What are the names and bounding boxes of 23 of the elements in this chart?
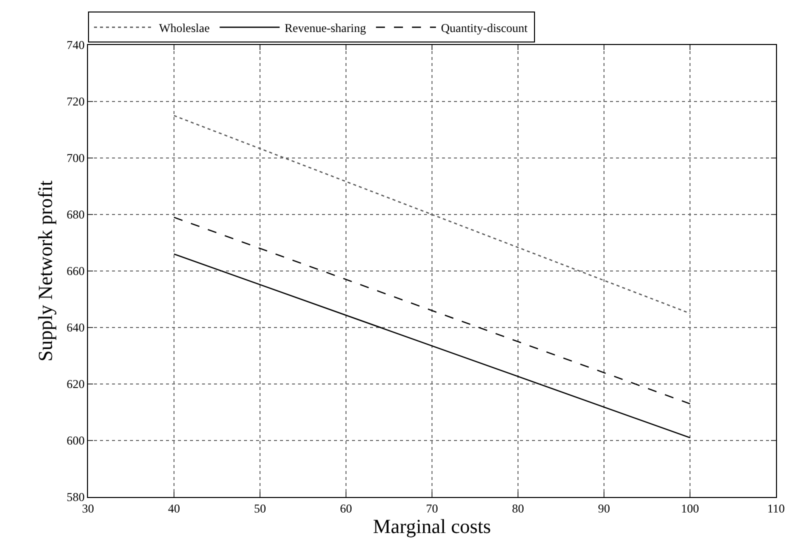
- x-axis-title: Marginal costs: [373, 516, 492, 538]
- x-tick-label: 100: [681, 501, 699, 516]
- legend-label: Wholeslae: [159, 20, 210, 35]
- legend-label: Revenue-sharing: [284, 20, 366, 35]
- y-tick-label: 620: [66, 377, 85, 392]
- y-tick-label: 580: [66, 490, 85, 504]
- x-tick-label: 40: [168, 501, 180, 516]
- y-tick-label: 740: [66, 38, 85, 52]
- x-tick-label: 90: [598, 501, 610, 516]
- y-tick-label: 600: [66, 434, 85, 448]
- y-tick-label: 660: [66, 264, 85, 278]
- x-tick-label: 110: [767, 501, 785, 516]
- x-tick-label: 70: [426, 501, 438, 516]
- y-tick-label: 700: [66, 151, 85, 166]
- y-tick-label: 680: [66, 208, 85, 222]
- legend-label: Quantity-discount: [440, 20, 528, 35]
- x-tick-label: 30: [82, 501, 94, 516]
- y-tick-label: 640: [66, 320, 85, 335]
- x-tick-label: 50: [254, 501, 266, 516]
- x-tick-label: 80: [512, 501, 524, 516]
- x-tick-label: 60: [340, 501, 352, 516]
- y-tick-label: 720: [66, 94, 85, 109]
- y-axis-title: Supply Network profit: [35, 180, 58, 362]
